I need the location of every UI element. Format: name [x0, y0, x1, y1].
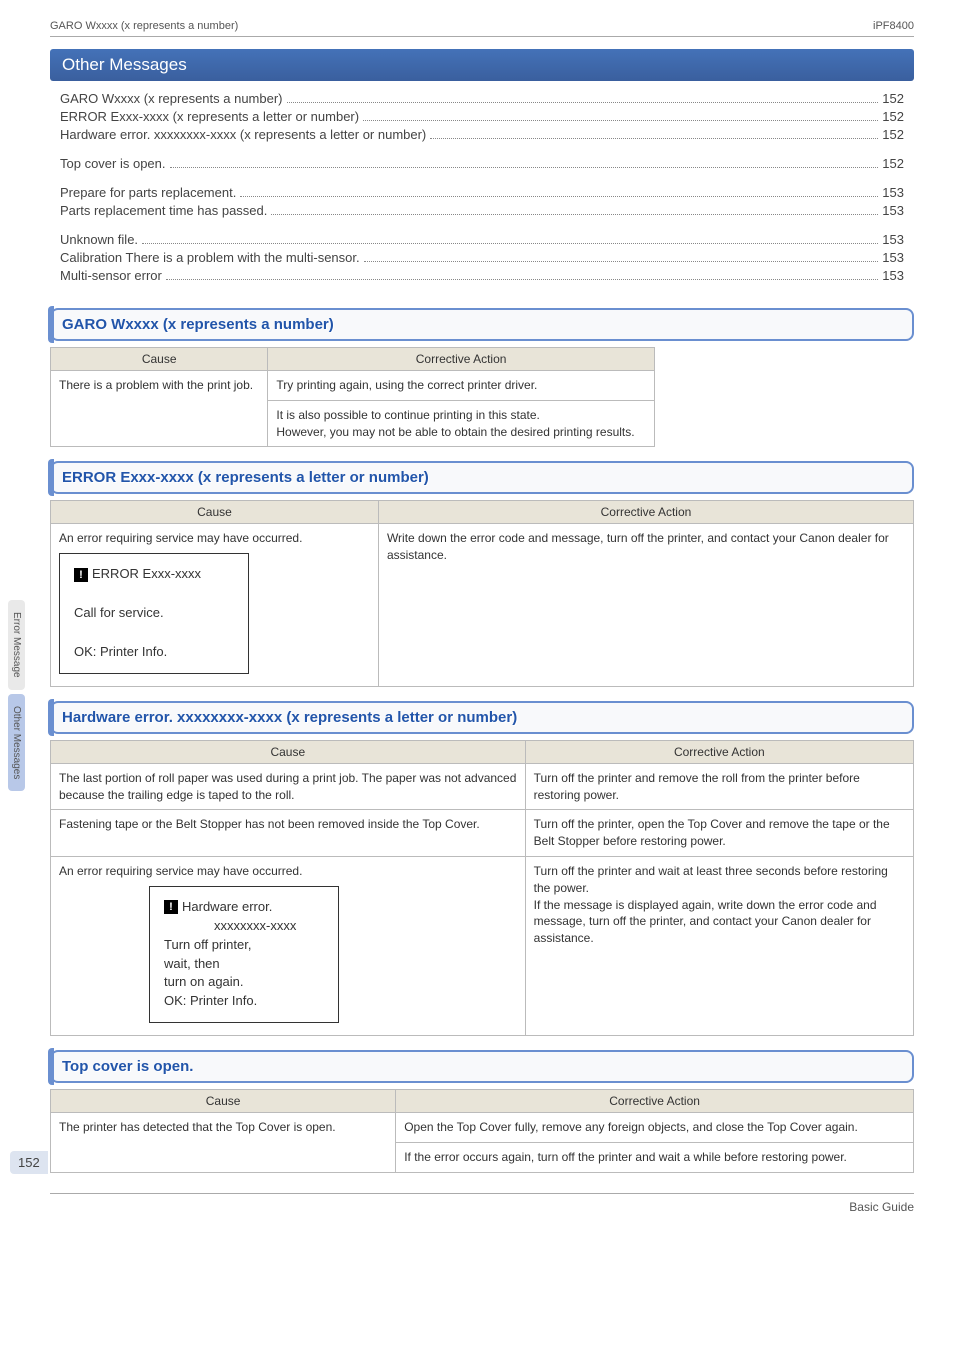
- lcd-line: OK: Printer Info.: [74, 644, 234, 661]
- lcd-line: Hardware error.: [182, 899, 272, 916]
- toc-label: Hardware error. xxxxxxxx-xxxx (x represe…: [60, 127, 426, 142]
- cell-action: Open the Top Cover fully, remove any for…: [396, 1113, 914, 1143]
- toc-label: Parts replacement time has passed.: [60, 203, 267, 218]
- toc-page: 153: [882, 268, 904, 283]
- cell-cause: An error requiring service may have occu…: [51, 857, 526, 1036]
- toc-line[interactable]: Multi-sensor error 153: [60, 268, 904, 283]
- lcd-line: Call for service.: [74, 605, 234, 622]
- th-action: Corrective Action: [378, 501, 913, 524]
- toc-label: Top cover is open.: [60, 156, 166, 171]
- table-error: Cause Corrective Action An error requiri…: [50, 500, 914, 686]
- header-right: iPF8400: [873, 20, 914, 32]
- table-topcover: Cause Corrective Action The printer has …: [50, 1089, 914, 1173]
- toc-dots: [364, 261, 879, 262]
- side-tab-error-message: Error Message: [8, 600, 25, 690]
- toc-line[interactable]: Hardware error. xxxxxxxx-xxxx (x represe…: [60, 127, 904, 142]
- toc-page: 152: [882, 109, 904, 124]
- toc-dots: [363, 120, 878, 121]
- th-cause: Cause: [51, 348, 268, 371]
- cell-action: It is also possible to continue printing…: [268, 400, 654, 447]
- warning-icon: !: [164, 900, 178, 914]
- table-of-contents: GARO Wxxxx (x represents a number) 152 ERR…: [50, 91, 914, 300]
- subheading-error: ERROR Exxx-xxxx (x represents a letter o…: [50, 461, 914, 494]
- toc-dots: [142, 243, 878, 244]
- cell-cause: The last portion of roll paper was used …: [51, 763, 526, 810]
- toc-page: 152: [882, 156, 904, 171]
- side-tab-other-messages: Other Messages: [8, 694, 25, 791]
- toc-dots: [240, 196, 878, 197]
- footer-text: Basic Guide: [849, 1200, 914, 1214]
- cell-cause: The printer has detected that the Top Co…: [51, 1113, 396, 1173]
- th-cause: Cause: [51, 1090, 396, 1113]
- toc-label: GARO Wxxxx (x represents a number): [60, 91, 283, 106]
- table-hardware: Cause Corrective Action The last portion…: [50, 740, 914, 1036]
- lcd-line: xxxxxxxx-xxxx: [164, 918, 324, 935]
- header-left: GARO Wxxxx (x represents a number): [50, 20, 238, 32]
- subheading-topcover: Top cover is open.: [50, 1050, 914, 1083]
- toc-line[interactable]: Parts replacement time has passed. 153: [60, 203, 904, 218]
- toc-page: 153: [882, 185, 904, 200]
- footer: Basic Guide: [50, 1193, 914, 1214]
- toc-label: Unknown file.: [60, 232, 138, 247]
- toc-label: Calibration There is a problem with the …: [60, 250, 360, 265]
- cell-cause: Fastening tape or the Belt Stopper has n…: [51, 810, 526, 857]
- toc-line[interactable]: Calibration There is a problem with the …: [60, 250, 904, 265]
- toc-page: 153: [882, 232, 904, 247]
- subheading-hardware: Hardware error. xxxxxxxx-xxxx (x represe…: [50, 701, 914, 734]
- lcd-line: wait, then: [164, 956, 324, 973]
- cause-text: An error requiring service may have occu…: [59, 864, 302, 878]
- cause-text: An error requiring service may have occu…: [59, 531, 302, 545]
- cell-action: Turn off the printer, open the Top Cover…: [525, 810, 913, 857]
- cell-action: If the error occurs again, turn off the …: [396, 1142, 914, 1172]
- lcd-line: OK: Printer Info.: [164, 993, 324, 1010]
- lcd-line: turn on again.: [164, 974, 324, 991]
- section-title: Other Messages: [50, 49, 914, 81]
- cell-action: Turn off the printer and remove the roll…: [525, 763, 913, 810]
- toc-page: 153: [882, 203, 904, 218]
- cell-cause: An error requiring service may have occu…: [51, 524, 379, 686]
- toc-label: Prepare for parts replacement.: [60, 185, 236, 200]
- toc-page: 153: [882, 250, 904, 265]
- th-cause: Cause: [51, 740, 526, 763]
- toc-page: 152: [882, 91, 904, 106]
- page-number: 152: [10, 1151, 48, 1174]
- th-action: Corrective Action: [396, 1090, 914, 1113]
- cell-action: Write down the error code and message, t…: [378, 524, 913, 686]
- cell-action: Try printing again, using the correct pr…: [268, 371, 654, 401]
- toc-line[interactable]: Top cover is open. 152: [60, 156, 904, 171]
- lcd-display: ! ERROR Exxx-xxxx Call for service. OK: P…: [59, 553, 249, 674]
- warning-icon: !: [74, 568, 88, 582]
- toc-page: 152: [882, 127, 904, 142]
- toc-dots: [170, 167, 879, 168]
- toc-line[interactable]: ERROR Exxx-xxxx (x represents a letter o…: [60, 109, 904, 124]
- toc-dots: [287, 102, 879, 103]
- lcd-line: ERROR Exxx-xxxx: [92, 566, 201, 583]
- th-action: Corrective Action: [525, 740, 913, 763]
- th-action: Corrective Action: [268, 348, 654, 371]
- toc-dots: [166, 279, 878, 280]
- toc-line[interactable]: Unknown file. 153: [60, 232, 904, 247]
- toc-line[interactable]: GARO Wxxxx (x represents a number) 152: [60, 91, 904, 106]
- toc-dots: [430, 138, 878, 139]
- th-cause: Cause: [51, 501, 379, 524]
- subheading-garo: GARO Wxxxx (x represents a number): [50, 308, 914, 341]
- toc-label: ERROR Exxx-xxxx (x represents a letter o…: [60, 109, 359, 124]
- table-garo: Cause Corrective Action There is a probl…: [50, 347, 655, 447]
- toc-dots: [271, 214, 878, 215]
- toc-label: Multi-sensor error: [60, 268, 162, 283]
- lcd-line: Turn off printer,: [164, 937, 324, 954]
- cell-action: Turn off the printer and wait at least t…: [525, 857, 913, 1036]
- lcd-display: ! Hardware error. xxxxxxxx-xxxx Turn off …: [149, 886, 339, 1023]
- cell-cause: There is a problem with the print job.: [51, 371, 268, 447]
- page-header: GARO Wxxxx (x represents a number) iPF84…: [50, 20, 914, 37]
- toc-line[interactable]: Prepare for parts replacement. 153: [60, 185, 904, 200]
